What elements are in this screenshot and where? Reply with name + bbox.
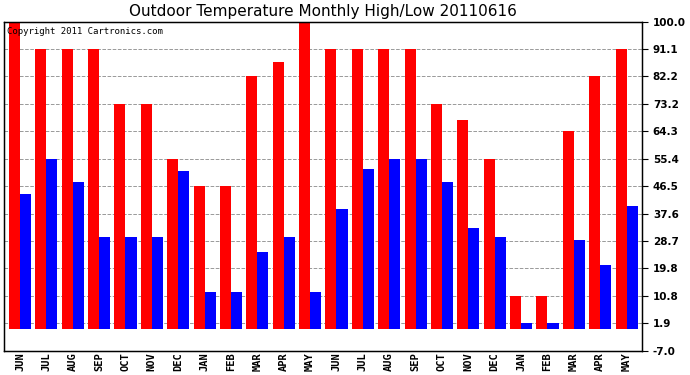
Bar [337, 209, 348, 329]
Bar [299, 22, 310, 329]
Bar [563, 132, 574, 329]
Bar [600, 265, 611, 329]
Bar [431, 104, 442, 329]
Bar [126, 237, 137, 329]
Bar [152, 237, 163, 329]
Text: Copyright 2011 Cartronics.com: Copyright 2011 Cartronics.com [8, 27, 164, 36]
Bar [88, 49, 99, 329]
Bar [61, 49, 72, 329]
Bar [115, 104, 126, 329]
Bar [484, 159, 495, 329]
Bar [273, 62, 284, 329]
Bar [589, 76, 600, 329]
Bar [615, 49, 627, 329]
Bar [72, 182, 83, 329]
Bar [627, 206, 638, 329]
Bar [326, 49, 337, 329]
Bar [495, 237, 506, 329]
Bar [46, 159, 57, 329]
Bar [167, 159, 178, 329]
Bar [442, 182, 453, 329]
Bar [547, 323, 558, 329]
Bar [99, 237, 110, 329]
Bar [389, 159, 400, 329]
Bar [257, 252, 268, 329]
Bar [178, 171, 189, 329]
Bar [205, 292, 216, 329]
Bar [220, 186, 231, 329]
Bar [310, 292, 321, 329]
Bar [284, 237, 295, 329]
Bar [510, 296, 521, 329]
Bar [246, 76, 257, 329]
Bar [457, 120, 469, 329]
Bar [35, 49, 46, 329]
Bar [20, 194, 31, 329]
Bar [521, 323, 532, 329]
Bar [9, 22, 20, 329]
Bar [231, 292, 242, 329]
Bar [415, 159, 426, 329]
Bar [574, 240, 585, 329]
Bar [352, 49, 363, 329]
Bar [536, 296, 547, 329]
Bar [469, 228, 480, 329]
Bar [404, 49, 415, 329]
Bar [141, 104, 152, 329]
Bar [363, 169, 374, 329]
Title: Outdoor Temperature Monthly High/Low 20110616: Outdoor Temperature Monthly High/Low 201… [129, 4, 518, 19]
Bar [378, 49, 389, 329]
Bar [193, 186, 205, 329]
